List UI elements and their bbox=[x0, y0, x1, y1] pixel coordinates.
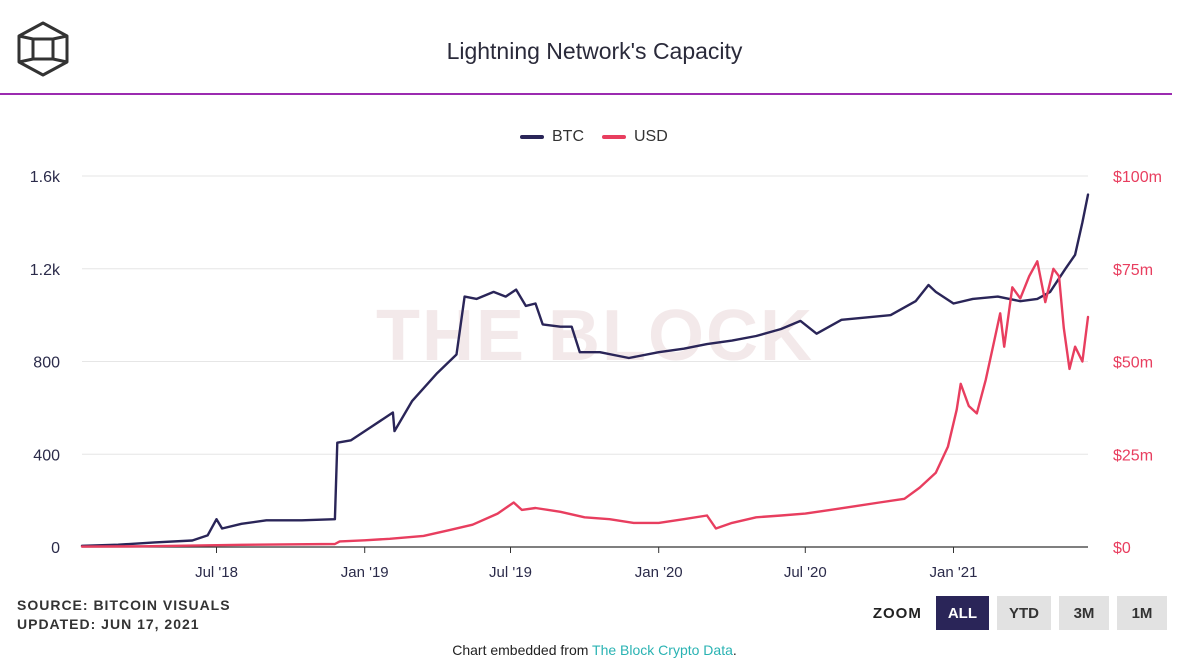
legend-label-usd: USD bbox=[634, 128, 668, 145]
series-line-usd bbox=[80, 260, 1090, 548]
y-axis-right: $0 $25m $50m $75m $100m bbox=[1113, 169, 1162, 557]
y-right-tick-label: $75m bbox=[1113, 262, 1153, 279]
zoom-controls: ZOOM ALL YTD 3M 1M bbox=[873, 596, 1167, 630]
embed-suffix: . bbox=[732, 642, 737, 658]
x-tick-label: Jan '21 bbox=[930, 564, 978, 581]
series-group bbox=[80, 193, 1090, 548]
series-line-btc bbox=[80, 193, 1090, 547]
legend-item-usd[interactable]: USD bbox=[602, 128, 668, 146]
updated-line: UPDATED: JUN 17, 2021 bbox=[17, 616, 200, 632]
y-left-tick-label: 400 bbox=[33, 447, 60, 464]
embed-prefix: Chart embedded from bbox=[452, 642, 593, 658]
legend-label-btc: BTC bbox=[552, 128, 584, 145]
y-axis-left: 0 400 800 1.2k 1.6k bbox=[30, 169, 61, 557]
zoom-1m-button[interactable]: 1M bbox=[1117, 596, 1167, 630]
chart-title: Lightning Network's Capacity bbox=[446, 38, 743, 64]
y-right-tick-label: $0 bbox=[1113, 540, 1131, 557]
y-right-tick-label: $50m bbox=[1113, 355, 1153, 372]
x-axis: Jul '18 Jan '19 Jul '19 Jan '20 Jul '20 Jan '… bbox=[195, 547, 977, 581]
source-block: SOURCE: BITCOIN VISUALS UPDATED: JUN 17,… bbox=[17, 596, 231, 634]
header-divider bbox=[0, 93, 1172, 95]
zoom-ytd-button[interactable]: YTD bbox=[997, 596, 1051, 630]
y-left-tick-label: 800 bbox=[33, 355, 60, 372]
watermark: THE BLOCK bbox=[376, 296, 814, 376]
x-tick-label: Jan '20 bbox=[635, 564, 683, 581]
y-left-tick-label: 1.6k bbox=[30, 169, 61, 186]
legend-swatch-usd bbox=[602, 135, 626, 139]
x-tick-label: Jul '18 bbox=[195, 564, 238, 581]
chart-legend: BTC USD bbox=[520, 128, 668, 146]
y-right-tick-label: $100m bbox=[1113, 169, 1162, 186]
zoom-label: ZOOM bbox=[872, 604, 922, 622]
x-tick-label: Jul '20 bbox=[784, 564, 827, 581]
grid bbox=[82, 175, 1088, 548]
y-left-tick-label: 1.2k bbox=[30, 262, 61, 279]
y-left-tick-label: 0 bbox=[51, 540, 60, 557]
y-right-tick-label: $25m bbox=[1113, 447, 1153, 464]
x-tick-label: Jul '19 bbox=[489, 564, 532, 581]
the-block-logo-icon bbox=[17, 21, 69, 77]
source-line: SOURCE: BITCOIN VISUALS bbox=[17, 597, 231, 613]
zoom-all-button[interactable]: ALL bbox=[935, 596, 989, 630]
legend-item-btc[interactable]: BTC bbox=[520, 128, 584, 146]
embed-link[interactable]: The Block Crypto Data bbox=[592, 642, 733, 658]
embed-credit: Chart embedded from The Block Crypto Dat… bbox=[0, 642, 1189, 658]
legend-swatch-btc bbox=[520, 135, 544, 139]
x-tick-label: Jan '19 bbox=[341, 564, 389, 581]
zoom-3m-button[interactable]: 3M bbox=[1059, 596, 1109, 630]
